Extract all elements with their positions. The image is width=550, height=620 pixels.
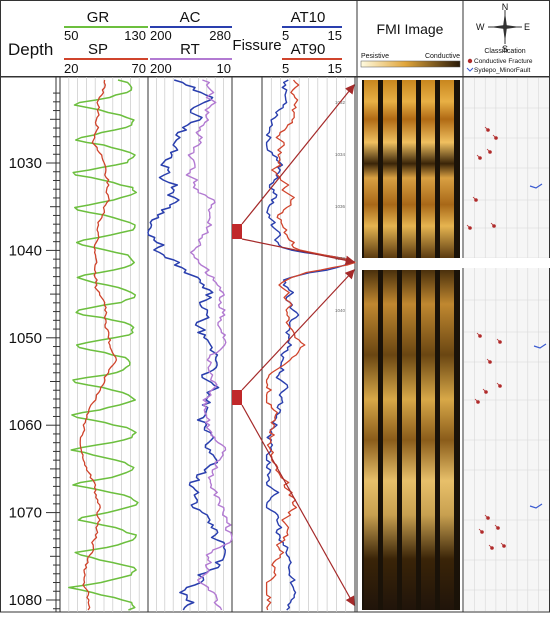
classification-item2: Sydepo_MinorFault <box>474 67 531 74</box>
rt-max: 10 <box>217 61 231 76</box>
fissure-marker-upper <box>232 224 242 239</box>
arrow-lower-bottom <box>241 404 355 607</box>
depth-header: Depth <box>8 40 53 59</box>
at90-min: 5 <box>282 61 289 76</box>
sp-min: 20 <box>64 61 78 76</box>
at10-curve <box>265 79 353 611</box>
conductive-fracture-mark <box>484 514 490 520</box>
conductive-fracture-mark <box>492 134 498 140</box>
depth-tick-label: 1070 <box>9 505 42 522</box>
compass-w: W <box>476 22 485 32</box>
ac-max: 280 <box>209 28 231 43</box>
conductive-fracture-mark <box>482 388 488 394</box>
minor-fault-mark <box>529 503 543 509</box>
conductive-fracture-icon <box>467 58 473 64</box>
arrow-lower-top <box>241 269 355 391</box>
conductive-fracture-mark <box>496 338 502 344</box>
rt-curve <box>185 79 233 611</box>
mini-depth-label: 1040 <box>335 308 346 313</box>
depth-tick-label: 1030 <box>9 155 42 172</box>
rt-min: 200 <box>150 61 172 76</box>
at10-min: 5 <box>282 28 289 43</box>
rt-label: RT <box>180 41 200 58</box>
depth-axis: 1030 1040 1050 1060 1070 1080 <box>9 77 60 612</box>
fissure-arrows <box>241 84 356 607</box>
compass-e: E <box>524 22 530 32</box>
at90-curve <box>265 79 356 611</box>
compass-s: S <box>502 44 508 54</box>
compass-n: N <box>502 2 509 12</box>
arrow-upper-bottom <box>241 238 356 266</box>
fissure-label: Fissure <box>232 37 281 54</box>
conductive-fracture-mark <box>466 224 472 230</box>
sp-curve <box>79 79 118 611</box>
fmi-title: FMI Image <box>377 21 444 37</box>
depth-tick-label: 1080 <box>9 592 42 609</box>
gr-max: 130 <box>124 28 146 43</box>
conductive-fracture-mark <box>476 332 482 338</box>
conductive-fracture-mark <box>500 542 506 548</box>
classification-grid <box>463 78 550 611</box>
conductive-fracture-mark <box>472 196 478 202</box>
conductive-fracture-mark <box>496 382 502 388</box>
sp-max: 70 <box>132 61 146 76</box>
conductive-fracture-mark <box>488 544 494 550</box>
gr-label: GR <box>87 9 110 26</box>
classification-title: Classification <box>484 48 525 55</box>
gr-curve <box>68 79 139 611</box>
ac-curve <box>147 79 226 611</box>
minor-fault-mark <box>529 183 543 189</box>
minor-fault-mark <box>533 343 547 349</box>
depth-tick-label: 1060 <box>9 417 42 434</box>
fmi-gap <box>358 258 463 268</box>
fissure-marker-lower <box>232 390 242 405</box>
at90-label: AT90 <box>291 41 326 58</box>
ac-label: AC <box>180 9 201 26</box>
mini-depth-label: 1036 <box>335 204 346 209</box>
fmi-image-lower <box>362 270 460 610</box>
conductive-fracture-mark <box>486 148 492 154</box>
conductive-fracture-mark <box>474 398 480 404</box>
conductive-fracture-mark <box>478 528 484 534</box>
conductive-fracture-mark <box>486 358 492 364</box>
fmi-scale-right: Conductive <box>425 53 460 60</box>
compass-icon <box>488 10 522 44</box>
conductive-fracture-mark <box>494 524 500 530</box>
conductive-fracture-mark <box>476 154 482 160</box>
mini-depth-label: 1038 <box>335 256 346 261</box>
classification-marks <box>466 126 547 550</box>
classification-item1: Conductive Fracture <box>474 58 533 65</box>
gr-min: 50 <box>64 28 78 43</box>
sp-label: SP <box>88 41 108 58</box>
minor-fault-icon <box>466 67 474 72</box>
fmi-color-scale <box>360 60 461 68</box>
at10-label: AT10 <box>291 9 326 26</box>
conductive-fracture-mark <box>490 222 496 228</box>
mini-depth-label: 1034 <box>335 152 346 157</box>
at90-max: 15 <box>328 61 342 76</box>
arrow-upper-top <box>241 84 355 225</box>
depth-tick-label: 1040 <box>9 242 42 259</box>
log-curves <box>68 79 356 611</box>
depth-tick-label: 1050 <box>9 330 42 347</box>
fmi-scale-left: Pesistive <box>361 53 389 60</box>
conductive-fracture-mark <box>484 126 490 132</box>
fmi-image-upper <box>362 80 460 258</box>
ac-min: 200 <box>150 28 172 43</box>
at10-max: 15 <box>328 28 342 43</box>
